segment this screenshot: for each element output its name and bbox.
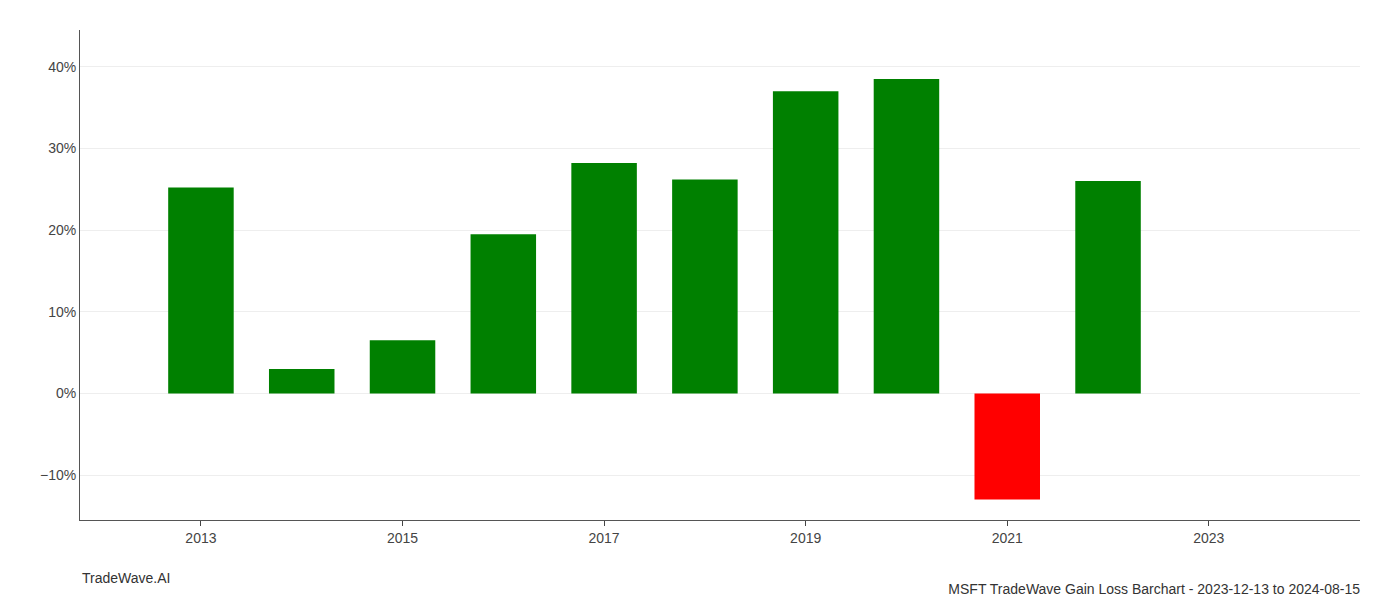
- svg-text:2017: 2017: [589, 530, 620, 546]
- svg-text:TradeWave.AI: TradeWave.AI: [82, 570, 170, 586]
- svg-text:2019: 2019: [790, 530, 821, 546]
- svg-text:10%: 10%: [48, 304, 76, 320]
- svg-text:30%: 30%: [48, 140, 76, 156]
- svg-text:2021: 2021: [992, 530, 1023, 546]
- svg-text:2023: 2023: [1193, 530, 1224, 546]
- svg-text:2013: 2013: [185, 530, 216, 546]
- svg-text:2015: 2015: [387, 530, 418, 546]
- svg-text:−10%: −10%: [40, 467, 76, 483]
- svg-text:40%: 40%: [48, 59, 76, 75]
- svg-text:0%: 0%: [56, 385, 76, 401]
- svg-text:20%: 20%: [48, 222, 76, 238]
- svg-text:MSFT TradeWave Gain Loss Barch: MSFT TradeWave Gain Loss Barchart - 2023…: [948, 581, 1360, 597]
